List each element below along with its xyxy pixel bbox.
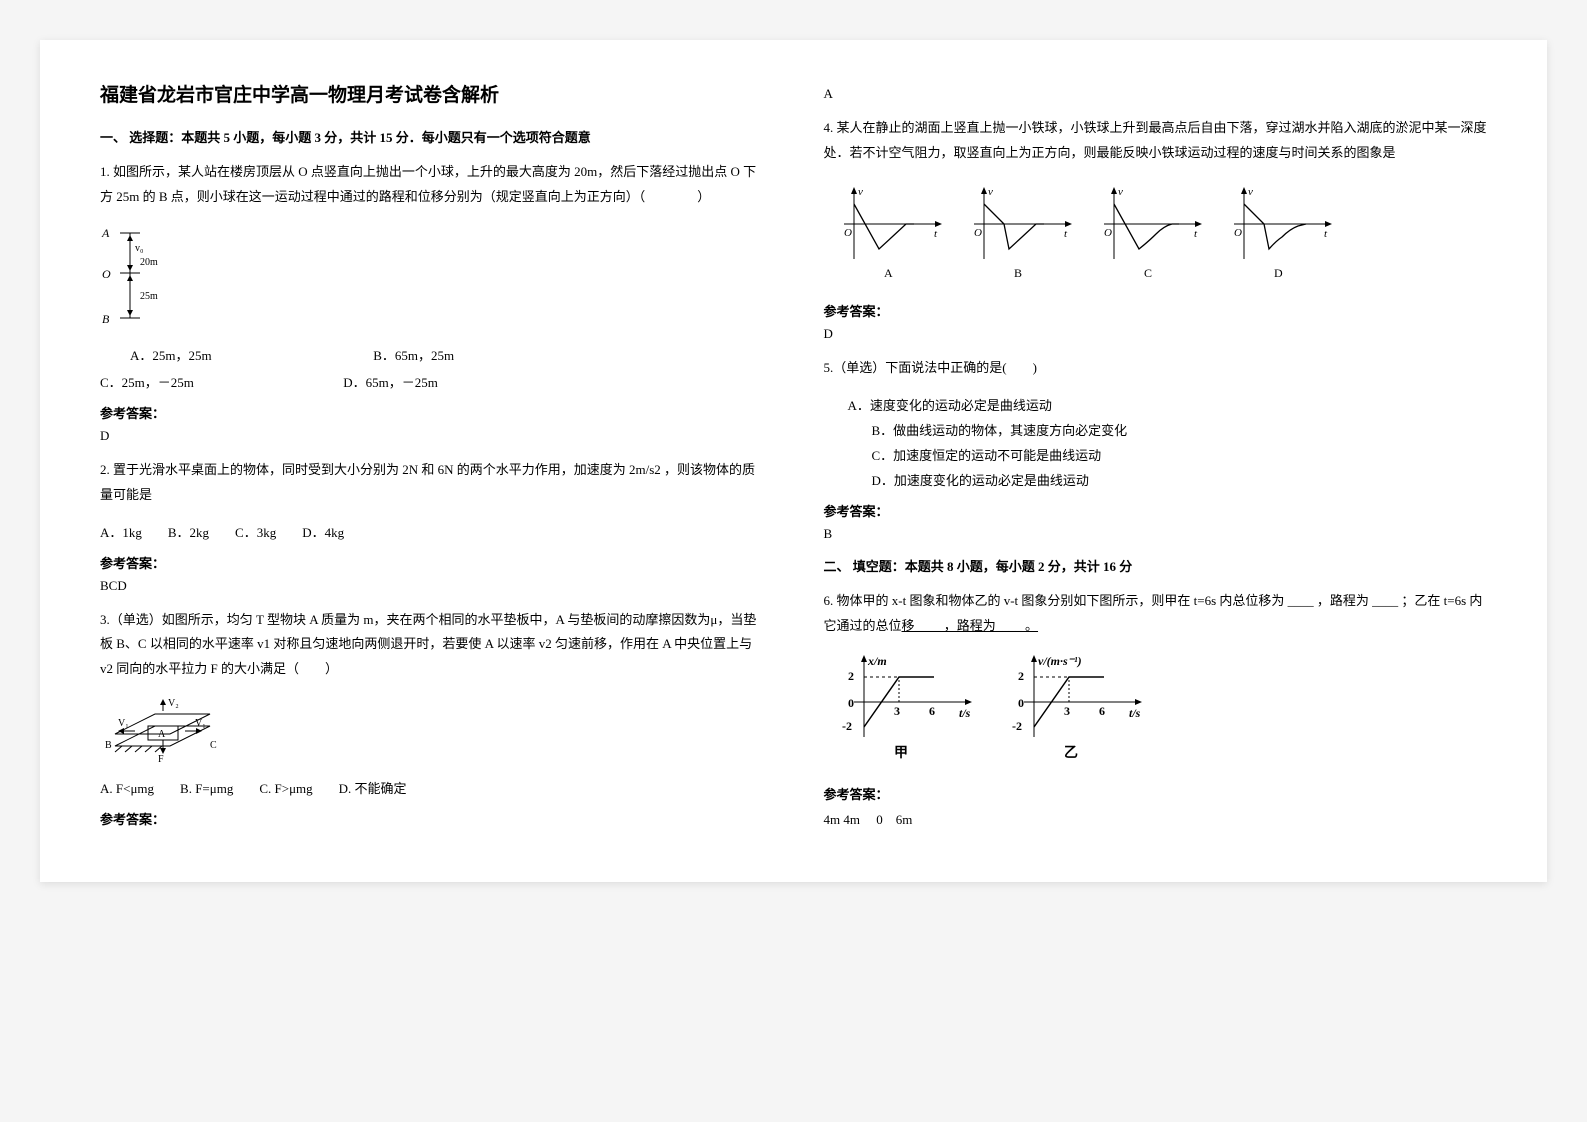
svg-text:v/(m·s⁻¹): v/(m·s⁻¹) [1038,654,1082,668]
q3-answer: A [824,86,1488,102]
q1-optC: C．25m，－25m [100,372,340,391]
svg-text:2: 2 [848,669,854,683]
svg-text:t/s: t/s [1129,706,1141,720]
svg-text:A: A [884,266,893,280]
svg-text:O: O [1234,227,1242,239]
q5-optC: C．加速度恒定的运动不可能是曲线运动 [872,445,1488,464]
q5-optB: B．做曲线运动的物体，其速度方向必定变化 [872,420,1488,439]
q2-answer-label: 参考答案： [100,553,764,572]
q5-optA: A．速度变化的运动必定是曲线运动 [848,395,1488,414]
q3-diagram: V₂ A V₁ [100,696,764,766]
q1-optD: D．65m，－25m [343,375,438,390]
q1-20m: 20m [140,257,158,268]
two-column-layout: 福建省龙岩市官庄中学高一物理月考试卷含解析 一、 选择题：本题共 5 小题，每小… [100,80,1487,842]
q6-text2: 移____ ，路程为____ 。 [902,618,1039,633]
q3-answer-label: 参考答案： [100,809,764,828]
q3-v2: V₂ [168,698,179,709]
q3-C: C [210,740,217,751]
q1-options-row2: C．25m，－25m D．65m，－25m [100,372,764,391]
svg-text:t: t [934,228,938,240]
q3-B: B [105,740,112,751]
svg-text:-2: -2 [842,719,852,733]
q1-answer-label: 参考答案： [100,403,764,422]
question-4-text: 4. 某人在静止的湖面上竖直上抛一小铁球，小铁球上升到最高点后自由下落，穿过湖水… [824,116,1488,165]
svg-text:v: v [988,186,993,198]
question-1-text: 1. 如图所示，某人站在楼房顶层从 O 点竖直向上抛出一个小球，上升的最大高度为… [100,160,764,209]
document-title: 福建省龙岩市官庄中学高一物理月考试卷含解析 [100,80,764,107]
svg-text:v: v [1118,186,1123,198]
svg-text:2: 2 [1018,669,1024,683]
svg-text:B: B [1014,266,1022,280]
q1-label-B: B [102,312,110,326]
q1-diagram: A v₀ 20m O 25m B [100,223,764,333]
section2-header: 二、 填空题：本题共 8 小题，每小题 2 分，共计 16 分 [824,556,1488,575]
q1-answer: D [100,428,764,444]
svg-text:3: 3 [1064,704,1070,718]
svg-text:C: C [1144,266,1152,280]
svg-text:v: v [1248,186,1253,198]
q1-optA: A．25m，25m [130,345,370,364]
q4-diagram: v t O A v t [824,179,1488,289]
svg-text:D: D [1274,266,1283,280]
svg-text:t/s: t/s [959,706,971,720]
q3-v1-right: V₁ [195,718,206,729]
svg-text:t: t [1064,228,1068,240]
svg-text:0: 0 [848,696,854,710]
question-5-text: 5.（单选）下面说法中正确的是( ) [824,356,1488,381]
q4-answer: D [824,326,1488,342]
svg-text:3: 3 [894,704,900,718]
q1-optB: B．65m，25m [373,348,454,363]
svg-text:O: O [1104,227,1112,239]
q3-A: A [158,729,166,740]
left-column: 福建省龙岩市官庄中学高一物理月考试卷含解析 一、 选择题：本题共 5 小题，每小… [100,80,764,842]
q6-diagram: x/m t/s 2 0 -2 3 6 甲 [824,652,1488,772]
document-page: 福建省龙岩市官庄中学高一物理月考试卷含解析 一、 选择题：本题共 5 小题，每小… [40,40,1547,882]
svg-text:t: t [1194,228,1198,240]
q2-answer: BCD [100,578,764,594]
q1-label-A: A [101,226,110,240]
question-3-text: 3.（单选）如图所示，均匀 T 型物块 A 质量为 m，夹在两个相同的水平垫板中… [100,608,764,682]
svg-text:-2: -2 [1012,719,1022,733]
q5-optD: D．加速度变化的运动必定是曲线运动 [872,470,1488,489]
question-2-text: 2. 置于光滑水平桌面上的物体，同时受到大小分别为 2N 和 6N 的两个水平力… [100,458,764,507]
section1-header: 一、 选择题：本题共 5 小题，每小题 3 分，共计 15 分．每小题只有一个选… [100,127,764,146]
q1-options-row1: A．25m，25m B．65m，25m [100,345,764,364]
question-6-text: 6. 物体甲的 x-t 图象和物体乙的 v-t 图象分别如下图所示，则甲在 t=… [824,589,1488,638]
svg-text:6: 6 [1099,704,1105,718]
q6-answer: 4m 4m 0 6m [824,809,1488,828]
svg-text:O: O [974,227,982,239]
q3-options: A. F<μmg B. F=μmg C. F>μmg D. 不能确定 [100,778,764,797]
q5-answer: B [824,526,1488,542]
svg-text:乙: 乙 [1064,745,1078,761]
q2-options: A．1kg B．2kg C．3kg D．4kg [100,522,764,541]
q5-answer-label: 参考答案： [824,501,1488,520]
svg-text:O: O [844,227,852,239]
svg-text:v: v [858,186,863,198]
svg-text:x/m: x/m [867,654,887,668]
q1-label-O: O [102,267,111,281]
q3-v1-left: V₁ [118,718,129,729]
q6-answer-label: 参考答案： [824,784,1488,803]
q4-answer-label: 参考答案： [824,301,1488,320]
q1-v0: v₀ [135,243,144,254]
right-column: A 4. 某人在静止的湖面上竖直上抛一小铁球，小铁球上升到最高点后自由下落，穿过… [824,80,1488,842]
q3-F: F [158,754,164,765]
svg-text:0: 0 [1018,696,1024,710]
svg-text:6: 6 [929,704,935,718]
svg-text:t: t [1324,228,1328,240]
svg-text:甲: 甲 [894,745,908,761]
q1-25m: 25m [140,291,158,302]
